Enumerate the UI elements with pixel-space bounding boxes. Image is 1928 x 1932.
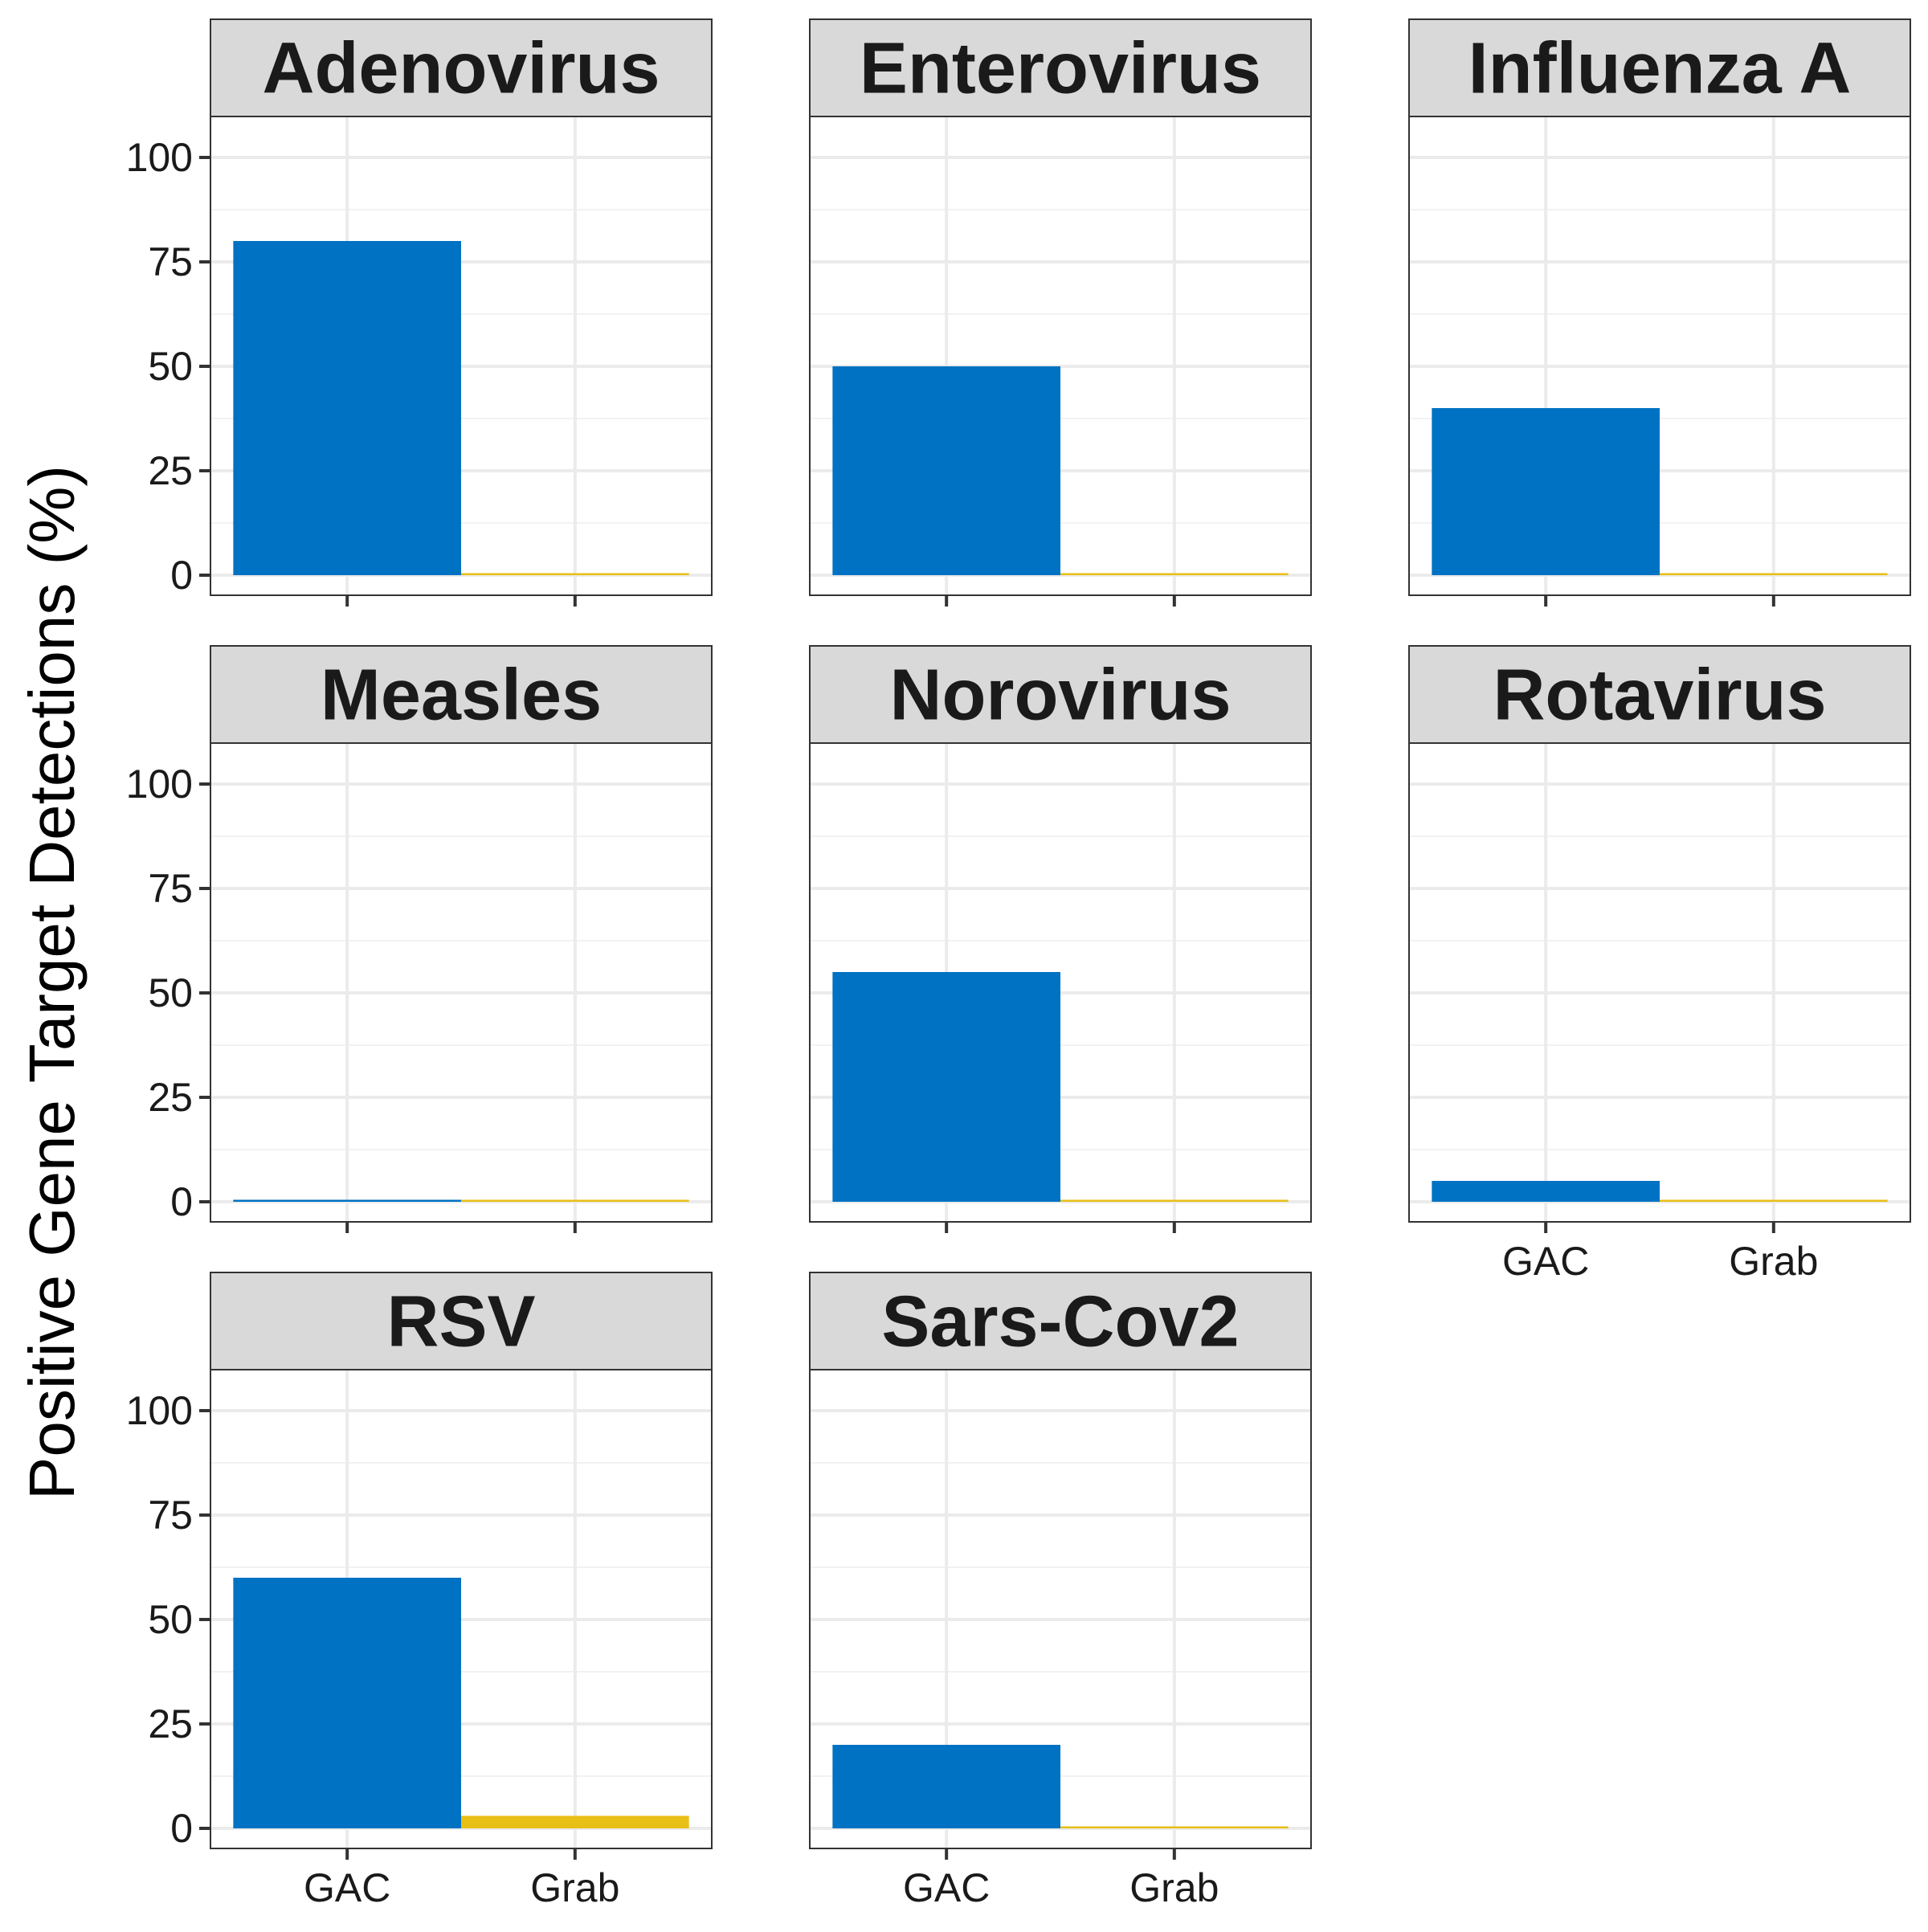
bar-grab — [1060, 1199, 1289, 1202]
facet-strip — [210, 18, 713, 117]
bar-grab — [1060, 573, 1289, 575]
panel-background — [210, 743, 712, 1222]
bar-grab — [461, 573, 689, 575]
bar-gac — [1432, 1181, 1660, 1202]
y-tick-label: 75 — [148, 1493, 193, 1538]
bar-grab — [1060, 1826, 1289, 1828]
y-tick-label: 0 — [170, 1806, 193, 1851]
facet-strip — [809, 18, 1312, 117]
y-tick-label: 25 — [148, 448, 193, 493]
y-tick-label: 50 — [148, 1597, 193, 1642]
facet-title: Norovirus — [889, 656, 1231, 736]
facet-title: Adenovirus — [262, 29, 660, 109]
bar-gac — [233, 1578, 461, 1828]
y-tick-label: 75 — [148, 866, 193, 911]
bar-gac — [832, 972, 1060, 1202]
bar-grab — [461, 1816, 689, 1828]
bar-gac — [233, 241, 461, 575]
facet-title: Influenza A — [1468, 29, 1852, 109]
x-tick-label: GAC — [304, 1865, 390, 1910]
facet-title: RSV — [386, 1282, 535, 1362]
bar-gac — [1432, 408, 1660, 575]
x-tick-label: GAC — [903, 1865, 990, 1910]
bar-gac — [233, 1199, 461, 1202]
facet-title: Sars-Cov2 — [881, 1282, 1239, 1362]
facet-strip — [1408, 18, 1911, 117]
y-tick-label: 100 — [126, 762, 193, 807]
y-axis-title: Positive Gene Target Detections (%) — [16, 465, 88, 1500]
facet-title: Measles — [321, 656, 602, 736]
x-tick-label: Grab — [1129, 1865, 1219, 1910]
facet-strip — [809, 645, 1312, 744]
bar-grab — [461, 1199, 689, 1202]
bar-grab — [1660, 573, 1888, 575]
y-tick-label: 75 — [148, 239, 193, 284]
x-tick-label: GAC — [1502, 1239, 1589, 1284]
panel-background — [1409, 743, 1910, 1222]
x-tick-label: Grab — [530, 1865, 619, 1910]
y-tick-label: 25 — [148, 1075, 193, 1120]
bar-grab — [1660, 1199, 1888, 1202]
facet-strip — [210, 1272, 713, 1370]
y-tick-label: 50 — [148, 970, 193, 1015]
y-tick-label: 100 — [126, 135, 193, 180]
facet-title: Enterovirus — [860, 29, 1261, 109]
y-tick-label: 25 — [148, 1701, 193, 1746]
y-tick-label: 50 — [148, 344, 193, 389]
facet-title: Rotavirus — [1493, 656, 1826, 736]
facet-strip — [210, 645, 713, 744]
x-tick-label: Grab — [1729, 1239, 1818, 1284]
bar-gac — [832, 366, 1060, 575]
bar-gac — [832, 1745, 1060, 1828]
facet-strip — [1408, 645, 1911, 744]
y-tick-label: 0 — [170, 1179, 193, 1224]
y-tick-label: 100 — [126, 1388, 193, 1433]
y-tick-label: 0 — [170, 553, 193, 598]
facet-strip — [809, 1272, 1312, 1370]
